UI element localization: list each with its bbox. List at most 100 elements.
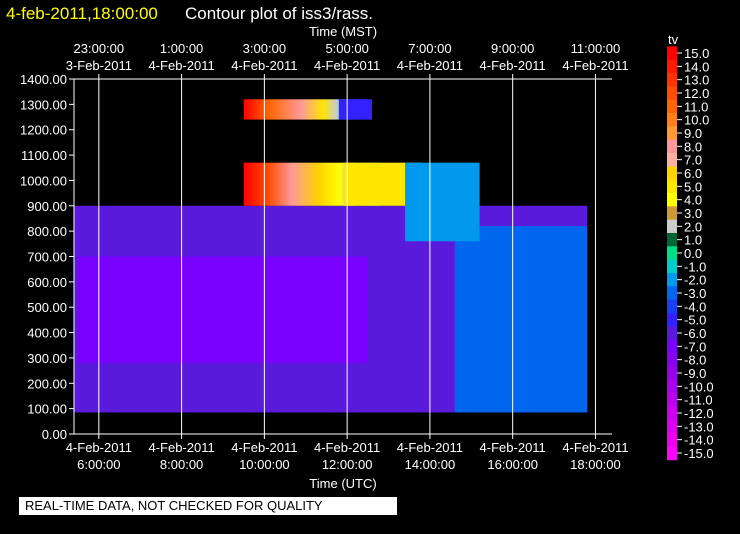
colorbar-swatch (667, 193, 677, 207)
y-tick-label: 100.00 (27, 402, 67, 417)
region-top-band-cool (338, 99, 372, 120)
x-tick-date: 4-Feb-2011 (66, 440, 132, 455)
x-tick-time: 18:00:00 (570, 457, 621, 472)
top-tick-time: 11:00:00 (571, 41, 621, 56)
colorbar-label: 14.0 (684, 59, 709, 74)
colorbar-label: 13.0 (684, 73, 709, 88)
colorbar-label: -10.0 (684, 379, 714, 394)
colorbar-swatch (667, 153, 677, 167)
y-tick-label: 1300.00 (20, 97, 67, 112)
x-tick-date: 4-Feb-2011 (480, 440, 546, 455)
colorbar-label: -9.0 (684, 366, 706, 381)
top-axis-ticks: 23:00:00 3-Feb-2011 1:00:00 4-Feb-2011 3:00:… (66, 41, 629, 80)
colorbar-title: tv (668, 32, 679, 47)
colorbar-swatch (667, 46, 677, 61)
colorbar-swatch (667, 99, 677, 114)
chart-title: Contour plot of iss3/rass. (185, 4, 373, 23)
region-upper-cool (405, 162, 480, 242)
y-tick-label: 500.00 (27, 300, 67, 315)
colorbar-swatch (667, 446, 677, 461)
colorbar-swatch (667, 73, 677, 87)
top-tick-time: 7:00:00 (408, 41, 451, 56)
y-tick-label: 400.00 (27, 326, 67, 341)
top-tick-time: 23:00:00 (74, 41, 125, 56)
x-tick-date: 4-Feb-2011 (397, 440, 463, 455)
colorbar-swatch (667, 419, 677, 434)
y-tick-label: 300.00 (27, 351, 67, 366)
colorbar-swatch (667, 126, 677, 141)
top-tick-time: 5:00:00 (325, 41, 368, 56)
colorbar-swatch (667, 59, 677, 74)
colorbar-label: -13.0 (684, 419, 714, 434)
y-tick-label: 1400.00 (20, 72, 67, 87)
y-tick-label: 1100.00 (21, 148, 67, 163)
region-mid-core (78, 256, 368, 363)
colorbar-swatch (667, 433, 677, 447)
y-tick-label: 800.00 (27, 224, 67, 239)
colorbar-swatch (667, 273, 677, 287)
colorbar-label: 1.0 (684, 233, 702, 248)
colorbar-swatch (667, 339, 677, 354)
y-tick-label: 900.00 (27, 199, 67, 214)
colorbar-label: 3.0 (684, 206, 702, 221)
colorbar-swatch (667, 393, 677, 407)
quality-notice: REAL-TIME DATA, NOT CHECKED FOR QUALITY (19, 497, 397, 515)
x-tick-date: 4-Feb-2011 (231, 440, 297, 455)
colorbar-swatch (667, 326, 677, 341)
colorbar-label: -1.0 (684, 259, 706, 274)
y-tick-label: 0.00 (42, 427, 67, 442)
colorbar-label: -2.0 (684, 273, 706, 288)
colorbar-label: 9.0 (684, 126, 702, 141)
x-tick-time: 8:00:00 (160, 457, 203, 472)
region-layer-ramp (454, 226, 588, 413)
colorbar-swatch (667, 286, 677, 301)
colorbar: 15.014.013.012.011.010.09.08.07.06.05.04… (667, 46, 714, 461)
colorbar-label: 7.0 (684, 153, 702, 168)
x-tick-date: 4-Feb-2011 (314, 440, 380, 455)
x-tick-time: 12:00:00 (322, 457, 373, 472)
y-tick-label: 700.00 (27, 250, 67, 265)
colorbar-swatch (667, 113, 677, 127)
colorbar-label: 4.0 (684, 193, 702, 208)
colorbar-swatch (667, 313, 677, 327)
x-tick-date: 4-Feb-2011 (148, 440, 214, 455)
gridlines (98, 79, 596, 434)
colorbar-label: -11.0 (684, 393, 713, 408)
timestamp: 4-feb-2011,18:00:00 (6, 4, 158, 23)
y-tick-label: 1000.00 (20, 173, 67, 188)
colorbar-swatch (667, 259, 677, 274)
colorbar-label: 10.0 (684, 113, 709, 128)
top-tick-date: 4-Feb-2011 (314, 58, 380, 73)
x-tick-time: 10:00:00 (239, 457, 290, 472)
colorbar-swatch (667, 179, 677, 194)
colorbar-label: -14.0 (684, 433, 714, 448)
top-tick-date: 4-Feb-2011 (148, 58, 214, 73)
colorbar-swatch (667, 299, 677, 314)
y-axis: 1400.00 1300.00 1200.00 1100.00 1000.00 900.0… (20, 72, 75, 442)
colorbar-label: -5.0 (684, 313, 706, 328)
colorbar-label: 6.0 (684, 166, 702, 181)
top-tick-time: 9:00:00 (491, 41, 534, 56)
colorbar-swatch (667, 366, 677, 381)
colorbar-swatch (667, 219, 677, 234)
colorbar-label: 12.0 (684, 86, 709, 101)
colorbar-swatch (667, 406, 677, 421)
colorbar-label: -4.0 (684, 299, 706, 314)
colorbar-label: -8.0 (684, 353, 706, 368)
colorbar-swatch (667, 166, 677, 181)
colorbar-label: 2.0 (684, 219, 702, 234)
colorbar-label: -12.0 (684, 406, 714, 421)
colorbar-swatch (667, 86, 677, 101)
plot-area (74, 99, 588, 413)
y-tick-label: 600.00 (27, 275, 67, 290)
top-tick-time: 1:00:00 (160, 41, 203, 56)
colorbar-label: -6.0 (684, 326, 706, 341)
colorbar-label: 5.0 (684, 179, 702, 194)
x-tick-time: 16:00:00 (487, 457, 538, 472)
top-tick-date: 4-Feb-2011 (231, 58, 297, 73)
x-tick-time: 14:00:00 (405, 457, 456, 472)
top-tick-date: 4-Feb-2011 (397, 58, 463, 73)
x-tick-time: 6:00:00 (77, 457, 120, 472)
x-axis: 4-Feb-2011 6:00:00 4-Feb-2011 8:00:00 4-Feb-… (66, 433, 629, 472)
